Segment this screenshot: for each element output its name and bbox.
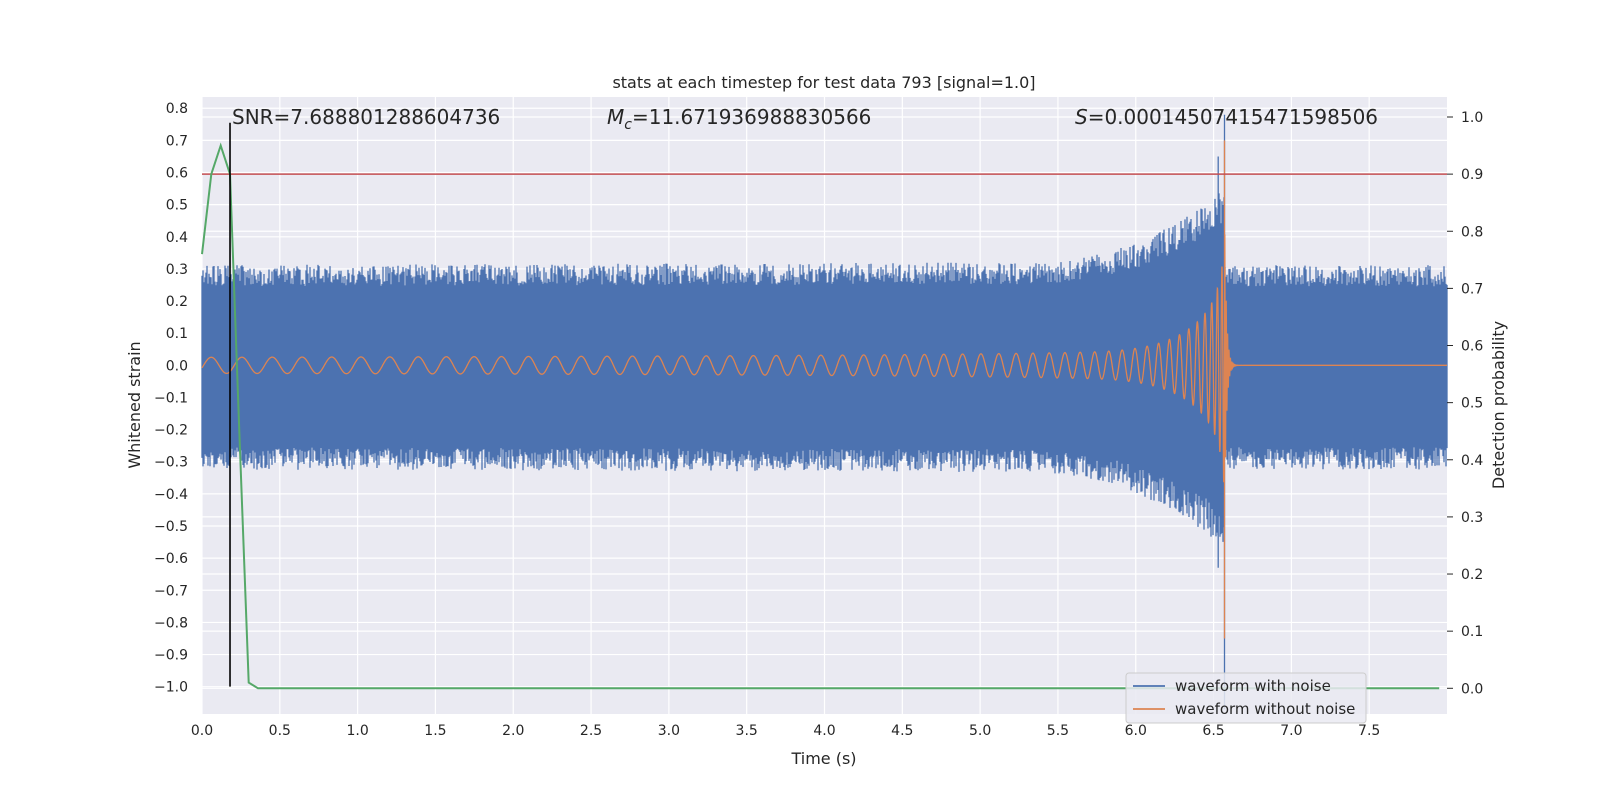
legend-label-with-noise: waveform with noise xyxy=(1175,677,1331,695)
y-tick-label: −0.9 xyxy=(154,648,188,664)
y-tick-label: 0.0 xyxy=(166,358,188,374)
y-tick-label: −0.5 xyxy=(154,519,188,535)
chart-title: stats at each timestep for test data 793… xyxy=(612,73,1035,92)
y2-axis-label: Detection probability xyxy=(1489,321,1508,489)
y-tick-label: −0.7 xyxy=(154,583,188,599)
y2-tick-label: 0.7 xyxy=(1461,281,1483,297)
x-tick-label: 1.5 xyxy=(424,723,446,739)
x-tick-label: 4.0 xyxy=(813,723,835,739)
x-tick-label: 2.0 xyxy=(502,723,524,739)
x-tick-label: 0.5 xyxy=(269,723,291,739)
annotation-s-statistic: S=0.00014507415471598506 xyxy=(1075,105,1378,129)
y2-tick-label: 0.2 xyxy=(1461,567,1483,583)
y-tick-label: −0.6 xyxy=(154,551,188,567)
y2-tick-label: 0.9 xyxy=(1461,167,1483,183)
y-tick-label: 0.4 xyxy=(166,230,188,246)
y-tick-label: −0.3 xyxy=(154,455,188,471)
x-tick-label: 2.5 xyxy=(580,723,602,739)
y-tick-label: −1.0 xyxy=(154,680,188,696)
y2-tick-label: 0.5 xyxy=(1461,396,1483,412)
y-tick-label: −0.1 xyxy=(154,390,188,406)
legend: waveform with noise waveform without noi… xyxy=(1125,672,1367,724)
y-tick-label: 0.3 xyxy=(166,262,188,278)
x-tick-label: 6.5 xyxy=(1202,723,1224,739)
y-tick-label: −0.2 xyxy=(154,423,188,439)
legend-label-without-noise: waveform without noise xyxy=(1175,700,1355,718)
y-axis-label: Whitened strain xyxy=(125,341,144,468)
y2-tick-label: 0.3 xyxy=(1461,510,1483,526)
x-tick-label: 3.5 xyxy=(736,723,758,739)
x-tick-label: 4.5 xyxy=(891,723,913,739)
x-tick-label: 7.5 xyxy=(1358,723,1380,739)
x-tick-label: 1.0 xyxy=(346,723,368,739)
x-tick-label: 5.5 xyxy=(1047,723,1069,739)
x-tick-label: 6.0 xyxy=(1125,723,1147,739)
x-tick-label: 5.0 xyxy=(969,723,991,739)
clean-trace xyxy=(201,140,1447,639)
x-axis-label: Time (s) xyxy=(790,749,856,768)
series-detection-probability xyxy=(201,142,1440,690)
y-axis-ticks: 0.8 0.7 0.6 0.5 0.4 0.3 0.2 0.1 0.0 −0.1 −0.2 −0.3 −… xyxy=(154,101,188,695)
y-tick-label: −0.8 xyxy=(154,615,188,631)
x-tick-label: 7.0 xyxy=(1280,723,1302,739)
legend-box xyxy=(1125,672,1367,724)
y2-tick-label: 1.0 xyxy=(1461,110,1483,126)
y2-tick-label: 0.4 xyxy=(1461,453,1483,469)
y-tick-label: −0.4 xyxy=(154,487,188,503)
series-waveform-without-noise xyxy=(201,140,1447,639)
annotation-snr: SNR=7.688801288604736 xyxy=(232,105,500,129)
x-tick-label: 0.0 xyxy=(191,723,213,739)
probability-trace xyxy=(201,142,1440,690)
y2-tick-label: 0.0 xyxy=(1461,681,1483,697)
y-tick-label: 0.7 xyxy=(166,133,188,149)
x-axis-ticks: 0.0 0.5 1.0 1.5 2.0 2.5 3.0 3.5 4.0 4.5 5.0 5.5 6.0 6… xyxy=(191,723,1380,739)
x-tick-label: 3.0 xyxy=(658,723,680,739)
y-tick-label: 0.5 xyxy=(166,198,188,214)
y-tick-label: 0.2 xyxy=(166,294,188,310)
y2-axis-ticks: 1.0 0.9 0.8 0.7 0.6 0.5 0.4 0.3 0.2 0.1 0.0 xyxy=(1447,110,1483,697)
annotation-chirp-mass: Mc=11.671936988830566 xyxy=(607,105,871,133)
y2-tick-label: 0.1 xyxy=(1461,624,1483,640)
y-tick-label: 0.1 xyxy=(166,326,188,342)
y-tick-label: 0.6 xyxy=(166,166,188,182)
y2-tick-label: 0.8 xyxy=(1461,224,1483,240)
y-tick-label: 0.8 xyxy=(166,101,188,117)
y2-tick-label: 0.6 xyxy=(1461,339,1483,355)
